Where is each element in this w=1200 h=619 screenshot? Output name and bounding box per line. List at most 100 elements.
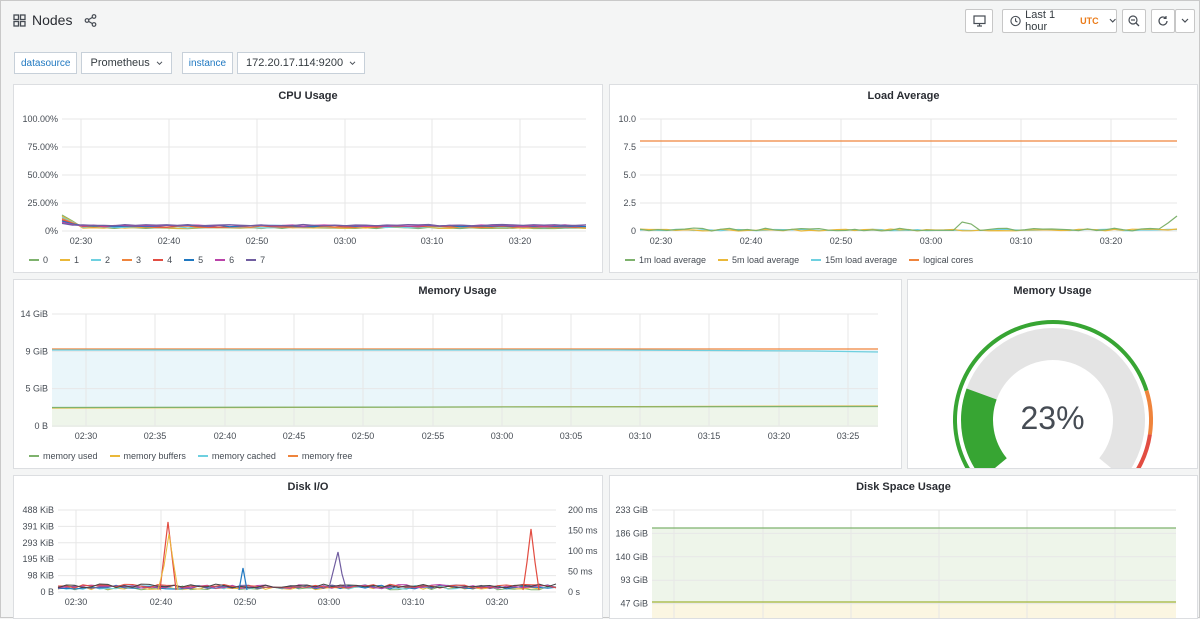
x-tick-label: 03:20 — [768, 431, 791, 441]
y-tick-label: 0 B — [34, 421, 48, 431]
load-legend: 1m load average 5m load average 15m load a… — [625, 255, 973, 265]
gauge-value: 23% — [1020, 400, 1085, 436]
memory-gauge-panel[interactable]: Memory Usage 23% — [907, 279, 1198, 469]
load-average-panel[interactable]: Load Average 10.0 7.5 5.0 2.5 0 02:30 02:40 02:… — [609, 84, 1198, 273]
y-right-tick-label: 0 s — [568, 587, 581, 597]
legend-item[interactable]: 6 — [215, 255, 234, 265]
x-tick-label: 03:15 — [698, 431, 721, 441]
legend-swatch — [215, 259, 226, 261]
legend-label: 15m load average — [825, 255, 898, 265]
legend-swatch — [91, 259, 102, 261]
clock-icon — [1010, 15, 1021, 27]
legend-item[interactable]: memory buffers — [109, 451, 186, 461]
legend-item[interactable]: 0 — [29, 255, 48, 265]
y-tick-label: 9 GiB — [25, 346, 48, 356]
refresh-icon — [1158, 16, 1168, 26]
legend-item[interactable]: 2 — [91, 255, 110, 265]
legend-swatch — [811, 259, 822, 261]
cpu-legend: 0 1 2 3 4 5 6 7 — [29, 255, 265, 265]
y-tick-label: 5.0 — [623, 170, 636, 180]
panel-title[interactable]: CPU Usage — [278, 90, 338, 102]
y-tick-label: 2.5 — [623, 198, 636, 208]
legend-swatch — [197, 455, 208, 457]
instance-select[interactable]: 172.20.17.114:9200 — [237, 52, 366, 74]
cpu-series-line — [61, 222, 587, 227]
legend-label: 2 — [105, 255, 111, 265]
y-tick-label: 488 KiB — [22, 505, 54, 515]
legend-swatch — [184, 259, 195, 261]
tv-mode-button[interactable] — [965, 9, 993, 33]
used-area — [52, 407, 878, 427]
panel-title[interactable]: Load Average — [867, 90, 940, 102]
y-tick-label: 0 — [631, 226, 636, 236]
legend-swatch — [153, 259, 164, 261]
datasource-value: Prometheus — [90, 57, 150, 69]
dashboard-title-area: Nodes — [13, 12, 97, 28]
disk-io-series-line — [57, 583, 557, 589]
legend-swatch — [109, 455, 120, 457]
legend-item[interactable]: memory cached — [197, 451, 276, 461]
y-tick-label: 0 B — [40, 587, 54, 597]
zoom-out-button[interactable] — [1122, 9, 1146, 33]
share-icon[interactable] — [84, 13, 97, 27]
legend-item[interactable]: 7 — [246, 255, 265, 265]
y-tick-label: 98 KiB — [27, 571, 54, 581]
y-tick-label: 391 KiB — [22, 521, 54, 531]
x-tick-label: 02:35 — [144, 431, 167, 441]
dashboard-title[interactable]: Nodes — [32, 12, 73, 28]
top-bar: Nodes Last 1 hour UTC — [1, 1, 1199, 41]
chevron-down-icon — [1109, 18, 1116, 23]
disk-io-spike — [238, 567, 248, 591]
legend-label: 1 — [74, 255, 80, 265]
y-right-tick-label: 50 ms — [568, 567, 593, 577]
legend-item[interactable]: 1m load average — [625, 255, 706, 265]
refresh-interval-dropdown[interactable] — [1175, 9, 1195, 33]
free-area — [652, 602, 1176, 618]
time-range-picker[interactable]: Last 1 hour UTC — [1002, 9, 1117, 33]
legend-swatch — [29, 259, 39, 261]
disk-space-panel[interactable]: Disk Space Usage 233 GiB 186 GiB 140 GiB 93… — [609, 475, 1198, 619]
x-tick-label: 03:25 — [837, 431, 860, 441]
x-tick-label: 02:50 — [830, 236, 853, 245]
legend-item[interactable]: memory used — [29, 451, 98, 461]
legend-item[interactable]: 15m load average — [811, 255, 897, 265]
legend-item[interactable]: 4 — [153, 255, 172, 265]
panel-title[interactable]: Disk I/O — [287, 481, 329, 493]
dashboard-grid-icon[interactable] — [13, 13, 26, 27]
panel-title[interactable]: Memory Usage — [1013, 285, 1092, 297]
datasource-select[interactable]: Prometheus — [81, 52, 172, 74]
time-range-label: Last 1 hour — [1025, 9, 1056, 33]
x-tick-label: 03:20 — [1100, 236, 1123, 245]
legend-item[interactable]: 3 — [122, 255, 141, 265]
legend-swatch — [718, 259, 729, 261]
legend-label: 3 — [136, 255, 142, 265]
y-tick-label: 100.00% — [22, 114, 58, 124]
disk-io-spike — [159, 521, 177, 591]
legend-label: memory free — [301, 451, 353, 461]
legend-item[interactable]: 1 — [60, 255, 79, 265]
memory-cached-line — [52, 349, 879, 353]
monitor-icon — [972, 15, 986, 27]
legend-label: memory used — [43, 451, 98, 461]
cpu-usage-panel[interactable]: CPU Usage 100.00% 75.00% 50.00% 25.00% 0% 02:… — [13, 84, 603, 273]
panel-title[interactable]: Memory Usage — [418, 285, 497, 297]
gauge-threshold-orange — [1144, 390, 1153, 435]
y-tick-label: 140 GiB — [615, 552, 648, 562]
memory-used-line — [51, 405, 879, 409]
legend-item[interactable]: logical cores — [909, 255, 973, 265]
memory-usage-panel[interactable]: Memory Usage 14 GiB 9 GiB 5 GiB 0 B 02:30 02:… — [13, 279, 902, 469]
legend-item[interactable]: memory free — [287, 451, 353, 461]
refresh-button[interactable] — [1151, 9, 1175, 33]
panel-title[interactable]: Disk Space Usage — [856, 481, 951, 493]
x-tick-label: 02:50 — [234, 597, 257, 607]
legend-label: 1m load average — [639, 255, 707, 265]
x-tick-label: 02:40 — [214, 431, 237, 441]
y-tick-label: 7.5 — [623, 142, 636, 152]
disk-io-panel[interactable]: Disk I/O 488 KiB 391 KiB 293 KiB 195 KiB 98 … — [13, 475, 603, 619]
legend-swatch — [287, 455, 298, 457]
legend-item[interactable]: 5 — [184, 255, 203, 265]
legend-label: 0 — [43, 255, 49, 265]
load-1m-line — [639, 215, 1178, 232]
legend-item[interactable]: 5m load average — [718, 255, 799, 265]
y-tick-label: 14 GiB — [20, 309, 48, 319]
